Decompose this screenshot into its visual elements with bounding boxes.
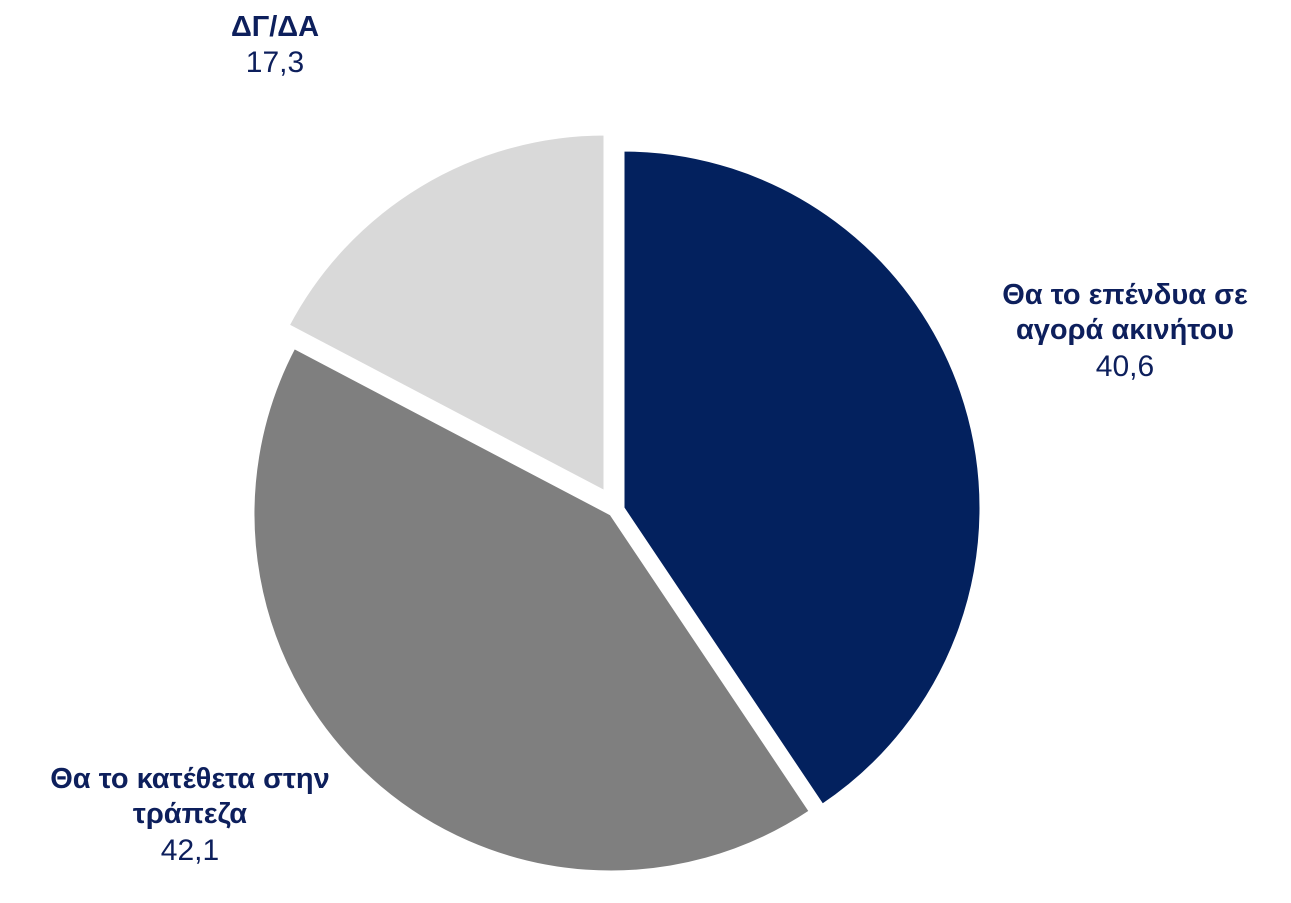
pie-slice-dont-know: [286, 132, 607, 495]
slice-name-invest-property: Θα το επένδυα σε αγορά ακινήτου: [1002, 279, 1248, 347]
pie-slice-invest-property: [621, 148, 983, 808]
pie-slices: [251, 132, 983, 874]
slice-label-invest-property: Θα το επένδυα σε αγορά ακινήτου 40,6: [975, 278, 1275, 385]
slice-value-dont-know: 17,3: [245, 46, 305, 80]
slice-value-bank-deposit: 42,1: [160, 833, 220, 867]
pie-slice-bank-deposit: [251, 345, 813, 874]
slice-label-bank-deposit: Θα το κατέθετα στην τράπεζα 42,1: [0, 762, 380, 869]
slice-label-dont-know: ΔΓ/ΔΑ 17,3: [170, 10, 380, 82]
slice-name-bank-deposit: Θα το κατέθετα στην τράπεζα: [50, 763, 330, 831]
slice-value-invest-property: 40,6: [1095, 349, 1155, 383]
slice-name-dont-know: ΔΓ/ΔΑ: [230, 11, 320, 43]
